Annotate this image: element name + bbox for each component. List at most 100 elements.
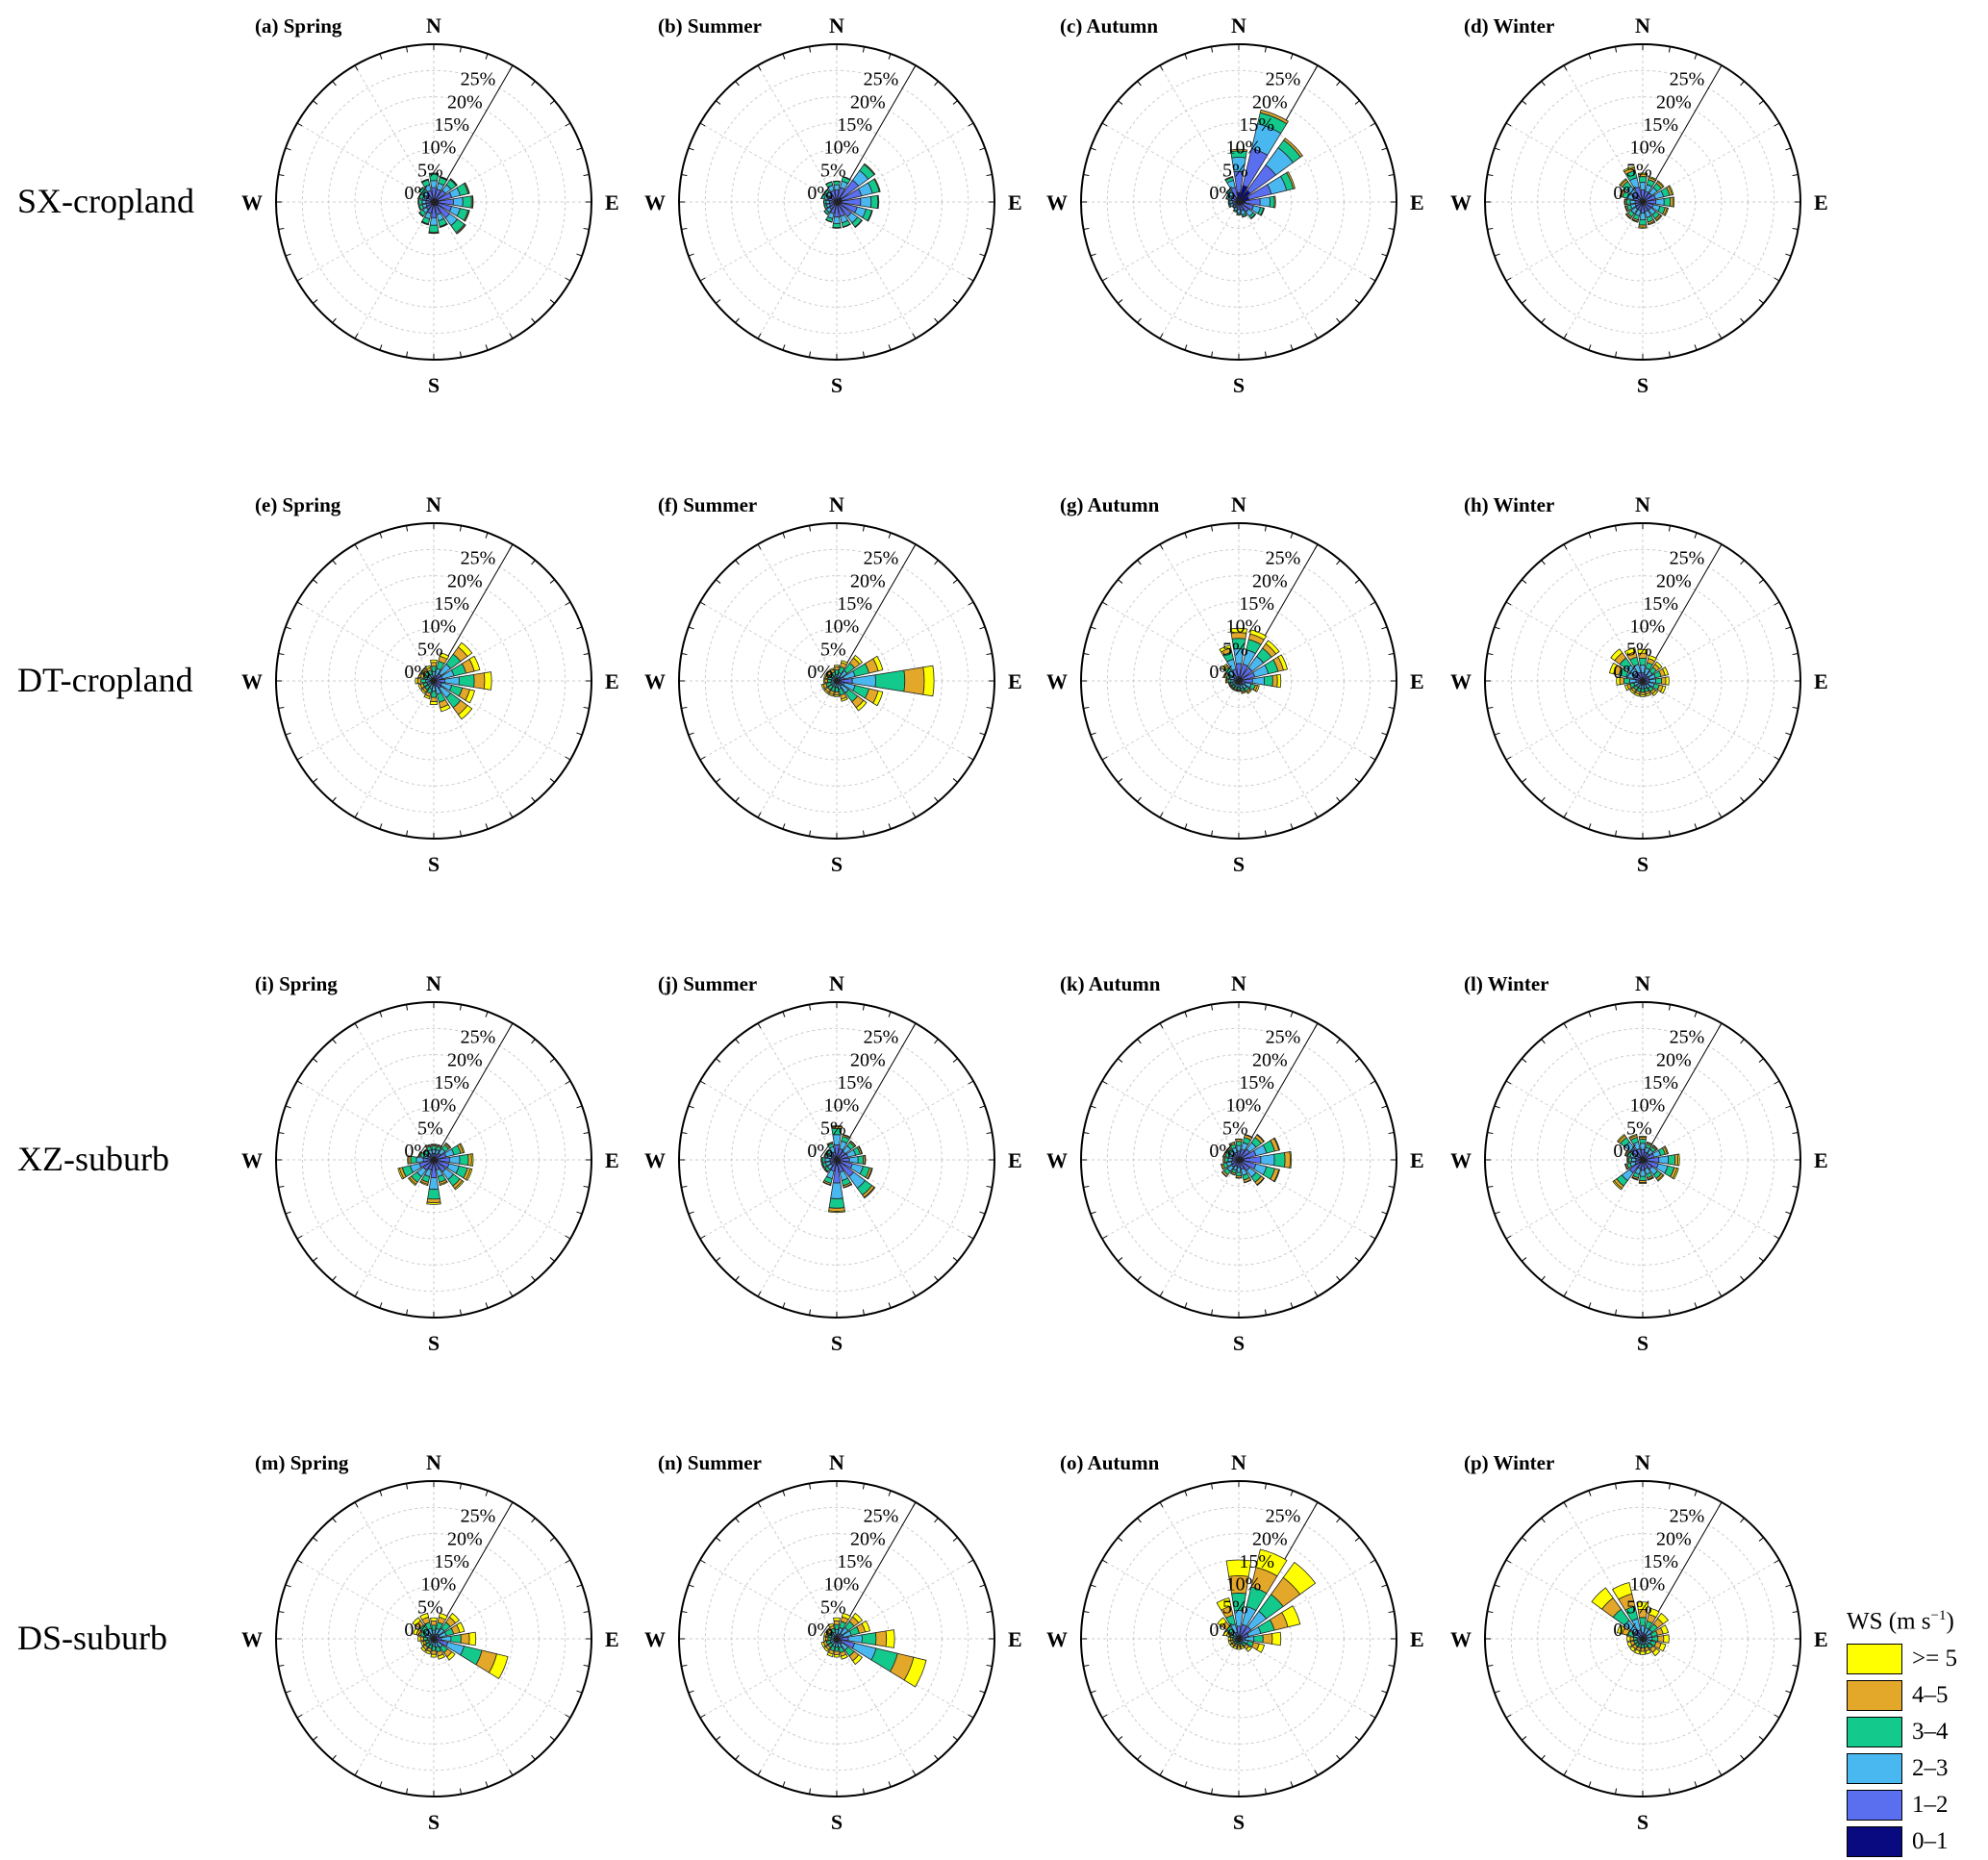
grid-spoke [355,1639,434,1775]
outer-tick [1616,831,1617,837]
outer-tick [1785,627,1791,629]
outer-tick [576,254,582,256]
outer-tick [1669,1310,1670,1316]
wind-bar-segment [831,1183,843,1199]
outer-tick [380,823,382,829]
outer-tick [1381,254,1387,256]
outer-tick [1564,813,1567,817]
outer-tick [1669,352,1670,358]
legend-swatch [1847,1826,1902,1857]
outer-tick [1785,733,1791,735]
outer-tick [1118,1538,1122,1542]
outer-tick [700,1236,705,1239]
outer-tick [1564,544,1567,549]
wind-bar-segment [835,691,840,694]
outer-tick [1785,254,1791,256]
radial-tick-label: 25% [461,548,496,569]
outer-tick [863,1483,864,1489]
outer-tick [783,1781,785,1787]
outer-tick [333,318,337,323]
compass-label-e: E [1814,1148,1828,1172]
outer-tick [486,1012,488,1018]
outer-tick [810,1789,811,1795]
outer-tick [278,1612,284,1613]
outer-tick [979,733,985,735]
outer-tick [1337,318,1341,323]
outer-tick [736,1276,740,1281]
outer-tick [1265,352,1266,358]
outer-tick [460,1483,461,1489]
wind-bar-segment [1252,677,1264,685]
compass-label-w: W [1046,1148,1068,1172]
outer-tick [576,733,582,735]
compass-label-s: S [428,1331,440,1355]
outer-tick [278,707,284,708]
wind-bar-segment [427,1202,441,1204]
radial-tick-label: 10% [1226,1574,1262,1596]
wind-bar-segment [1237,1647,1240,1649]
wind-bar-segment [834,695,839,697]
wind-bar-segment [834,666,839,667]
outer-tick [979,1106,985,1108]
legend-item: 2–3 [1847,1750,1981,1786]
compass-label-e: E [1814,1627,1828,1651]
panel-title: (b) Summer [658,14,762,38]
outer-tick [460,1789,461,1795]
wind-bar-segment [472,196,473,209]
outer-tick [1793,228,1799,229]
outer-tick [407,1483,408,1489]
outer-tick [863,831,864,837]
radial-tick-label: 5% [417,1596,443,1618]
outer-tick [736,81,740,86]
outer-tick [1616,1310,1617,1316]
compass-label-n: N [426,971,441,995]
outer-tick [1759,101,1764,105]
outer-tick [1160,1292,1163,1296]
compass-label-w: W [241,1148,263,1172]
radial-tick-label: 25% [461,1027,496,1048]
compass-label-w: W [241,190,263,214]
radial-tick-label: 20% [1252,1528,1288,1549]
outer-tick [716,580,720,584]
outer-tick [1185,533,1187,539]
wind-bar-segment [1641,689,1645,692]
outer-tick [1355,1059,1360,1063]
outer-tick [700,1560,705,1563]
compass-label-e: E [1814,669,1828,693]
outer-tick [1589,533,1591,539]
outer-tick [1669,525,1670,531]
radial-tick-label: 25% [1670,69,1705,90]
wind-bar-segment [428,1189,440,1199]
outer-tick [532,1755,536,1760]
outer-tick [1774,602,1779,605]
legend-item: 0–1 [1847,1823,1981,1859]
outer-tick [407,1310,408,1316]
outer-tick [1185,1781,1187,1787]
legend-swatch [1847,1753,1902,1784]
outer-tick [355,1771,358,1775]
compass-label-n: N [1231,1450,1246,1474]
wind-bar-segment [1277,674,1281,688]
outer-tick [286,1212,291,1214]
compass-label-e: E [1008,190,1022,214]
outer-tick [286,627,291,629]
outer-tick [1719,1502,1722,1507]
radial-tick-label: 0% [1613,1620,1639,1641]
grid-spoke [1160,202,1239,339]
radial-tick-label: 25% [864,548,899,569]
outer-tick [584,707,590,708]
outer-tick [863,525,864,531]
outer-tick [1487,1612,1493,1613]
outer-tick [1091,1691,1096,1693]
outer-tick [1506,1560,1511,1563]
outer-tick [1589,823,1591,829]
outer-tick [1506,757,1511,760]
outer-tick [1102,757,1107,760]
outer-tick [1138,81,1142,86]
wind-bar-segment [431,1650,436,1654]
outer-tick [716,300,720,304]
wind-bar-segment [877,195,878,209]
outer-tick [736,1039,740,1043]
